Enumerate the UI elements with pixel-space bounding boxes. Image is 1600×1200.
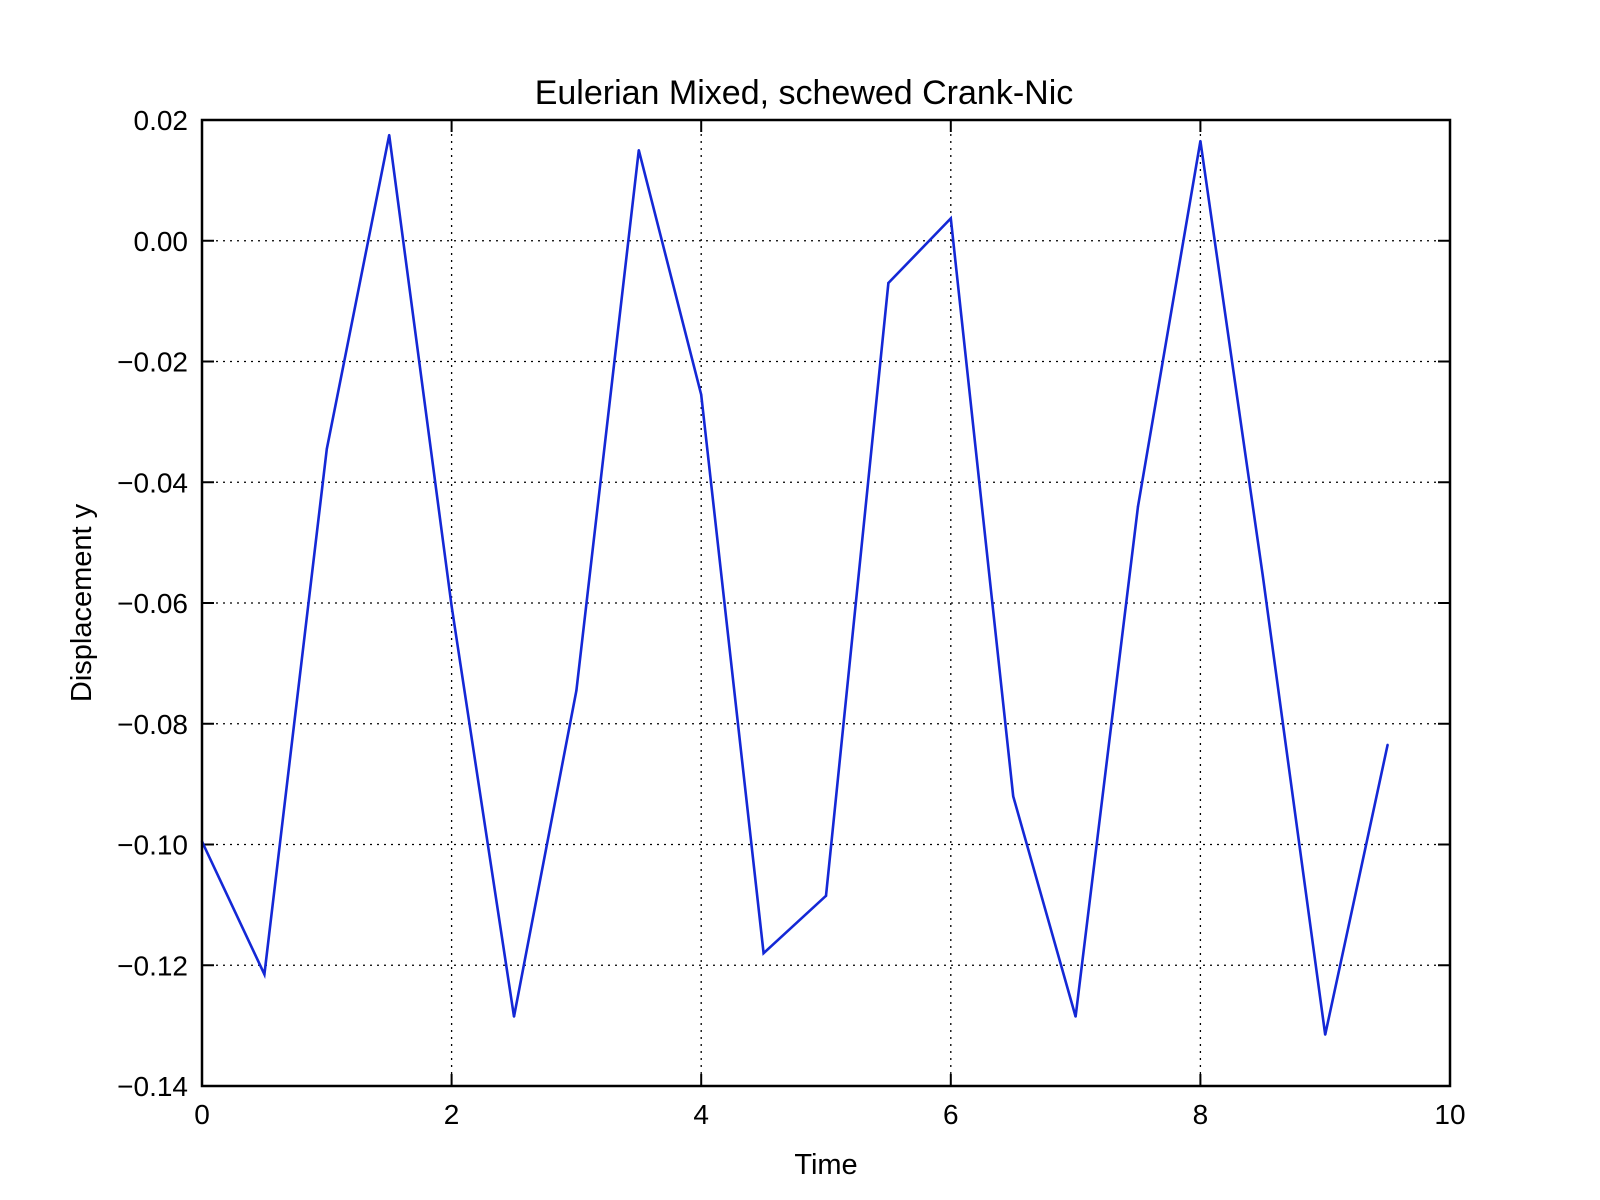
data-point — [700, 393, 703, 396]
data-point — [325, 447, 328, 451]
data-point — [1261, 574, 1265, 578]
x-tick-label: 6 — [943, 1099, 959, 1130]
data-point — [1199, 139, 1202, 143]
x-tick-label: 0 — [194, 1099, 210, 1130]
chart-title: Eulerian Mixed, schewed Crank-Nic — [535, 74, 1074, 112]
x-tick-label: 2 — [444, 1099, 460, 1130]
data-point — [1074, 1015, 1077, 1018]
data-point — [762, 951, 765, 955]
data-point — [575, 689, 578, 692]
data-point — [637, 148, 640, 152]
y-tick-label: −0.12 — [117, 950, 188, 981]
data-point — [824, 894, 828, 898]
data-point — [1324, 1033, 1327, 1036]
y-tick-label: −0.04 — [117, 467, 188, 498]
series-line — [200, 134, 1389, 1035]
tick-labels: 0 2 4 6 8 10 0.02 0.00 −0.02 −0.04 −0.06 −0.08 −0.10… — [117, 105, 1465, 1130]
y-tick-label: 0.02 — [134, 105, 189, 136]
x-tick-label: 8 — [1193, 1099, 1209, 1130]
data-point — [263, 973, 266, 976]
data-point — [887, 281, 890, 285]
data-point — [388, 133, 391, 137]
data-point — [512, 1015, 516, 1018]
y-tick-label: −0.02 — [117, 347, 188, 378]
x-tick-label: 10 — [1434, 1099, 1465, 1130]
y-tick-label: −0.14 — [117, 1071, 188, 1102]
grid — [202, 120, 1450, 1086]
y-axis-label: Displacement y — [66, 503, 98, 702]
y-tick-label: −0.06 — [117, 588, 188, 619]
y-tick-label: 0.00 — [134, 226, 189, 257]
data-point — [1136, 505, 1140, 508]
plot-frame — [200, 118, 1452, 1088]
y-tick-label: −0.08 — [117, 709, 188, 740]
y-tick-label: −0.10 — [117, 830, 188, 861]
data-point — [1386, 743, 1389, 747]
data-point — [949, 217, 952, 220]
series-layer — [200, 133, 1389, 1036]
data-point — [450, 604, 453, 608]
x-tick-label: 4 — [693, 1099, 709, 1130]
x-axis-label: Time — [794, 1149, 857, 1181]
data-point — [1012, 795, 1015, 798]
